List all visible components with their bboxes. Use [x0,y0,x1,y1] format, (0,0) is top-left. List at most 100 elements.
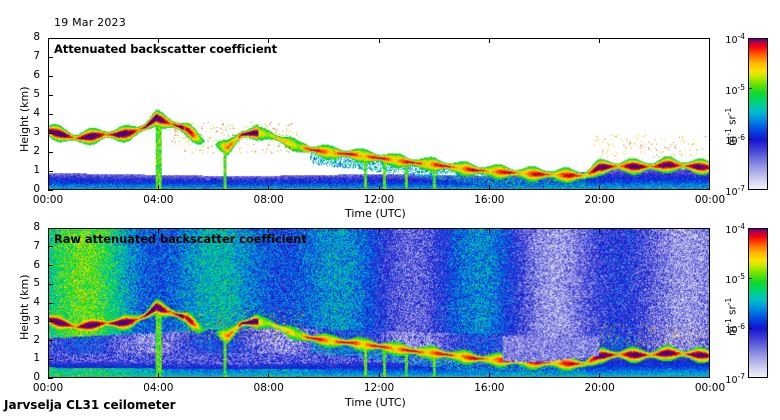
colorbar-tick-label: 10-7 [725,372,745,387]
x-tick-mark-top [378,228,380,233]
y-tick-mark [48,94,53,96]
colorbar-tick-label: 10-5 [725,82,745,97]
y-tick-mark [48,302,53,304]
y-tick-label: 6 [33,258,40,271]
colorbar-tick-mark [748,277,752,279]
colorbar-tick-label: 10-6 [725,322,745,337]
x-tick-label: 20:00 [584,194,615,206]
y-tick-mark [48,170,53,172]
panel-attenuated-backscatter[interactable]: Attenuated backscatter coefficient [48,38,710,190]
y-tick-mark [48,377,53,379]
y-tick-mark [48,283,53,285]
y-tick-label: 8 [33,221,40,233]
y-tick-label: 4 [33,107,40,119]
x-tick-mark [157,185,160,190]
y-tick-label: 0 [33,183,40,195]
y-tick-label: 0 [33,371,40,383]
x-tick-mark-top [488,38,491,43]
x-tick-mark [268,373,270,378]
x-tick-label: 16:00 [474,194,505,206]
y-tick-label: 7 [33,239,40,252]
y-tick-mark [48,151,53,153]
y-tick-label: 5 [33,277,40,290]
colorbar-tick-mark [748,88,752,90]
colorbar-tick-label: 10-4 [725,222,745,237]
panel-title-bottom: Raw attenuated backscatter coefficient [54,232,307,246]
y-tick-mark [48,321,53,323]
y-tick-mark [48,340,53,342]
y-tick-label: 3 [33,126,40,138]
colorbar-tick-label: 10-4 [725,32,745,47]
x-tick-label: 00:00 [694,194,726,206]
cb-unit-sr-bottom: sr [726,305,739,319]
y-tick-label: 3 [33,314,40,327]
x-tick-label: 20:00 [584,382,615,394]
y-tick-label: 1 [33,352,40,365]
y-tick-label: 4 [33,296,40,308]
colorbar-tick-mark [748,327,752,329]
cb-unit-m-top: m [726,135,739,146]
x-axis-label-top: Time (UTC) [345,207,406,220]
x-tick-mark [488,373,491,378]
colorbar-tick-label: 10-5 [725,272,745,287]
cb-unit-sup1-top: -1 [724,128,733,136]
y-tick-label: 2 [33,145,40,157]
x-tick-mark-top [268,228,270,233]
x-tick-label: 00:00 [32,382,64,394]
x-tick-label: 00:00 [32,194,64,206]
heatmap-canvas-raw [49,229,709,377]
x-tick-label: 00:00 [694,382,726,394]
x-tick-mark [268,185,270,190]
x-tick-label: 08:00 [253,194,284,206]
y-tick-mark [48,113,53,115]
x-tick-mark [157,373,160,378]
x-tick-label: 04:00 [143,194,174,206]
y-tick-mark [48,132,53,134]
x-tick-mark [378,185,380,190]
x-tick-mark [599,185,601,190]
y-tick-mark [48,56,53,58]
cb-unit-sr-top: sr [726,115,739,129]
heatmap-canvas-screened [49,39,709,189]
x-tick-label: 04:00 [143,382,174,394]
y-tick-mark [48,246,53,248]
x-tick-label: 12:00 [363,194,395,206]
panel-raw-attenuated-backscatter[interactable]: Raw attenuated backscatter coefficient [48,228,710,378]
panel-title-top: Attenuated backscatter coefficient [54,42,278,56]
cb-unit-sup2-bottom: -1 [724,297,733,306]
cb-unit-sup2-top: -1 [724,107,733,116]
x-tick-mark-top [599,228,601,233]
x-axis-label-bottom: Time (UTC) [345,396,406,409]
x-tick-mark-top [157,38,160,43]
y-tick-label: 8 [33,31,40,43]
cb-unit-m-bottom: m [726,325,739,336]
x-tick-label: 16:00 [474,382,505,394]
x-tick-mark-top [599,38,601,43]
cb-unit-sup1-bottom: -1 [724,318,733,326]
y-tick-label: 5 [33,88,40,100]
x-tick-mark-top [268,38,270,43]
colorbar-unit-top: m-1 sr-1 [724,108,739,146]
x-tick-mark [488,185,491,190]
y-tick-mark [48,75,53,77]
colorbar-bottom[interactable] [748,228,768,378]
colorbar-tick-mark [748,138,752,141]
colorbar-tick-label: 10-7 [725,184,745,199]
y-tick-mark [48,265,53,267]
footer-instrument-label: Jarvselja CL31 ceilometer [4,398,176,412]
colorbar-unit-bottom: m-1 sr-1 [724,298,739,336]
y-tick-mark [48,358,53,360]
x-tick-mark [599,373,601,378]
y-tick-label: 7 [33,50,40,62]
x-tick-mark-top [378,38,380,43]
y-tick-label: 2 [33,333,40,346]
x-tick-mark [378,373,380,378]
colorbar-top[interactable] [748,38,768,190]
x-tick-mark-top [488,228,491,233]
y-tick-mark [48,189,53,191]
x-tick-mark-top [157,228,160,233]
date-stamp: 19 Mar 2023 [54,16,126,29]
x-tick-label: 08:00 [253,382,284,394]
y-tick-mark [48,37,53,39]
x-tick-label: 12:00 [363,382,395,394]
